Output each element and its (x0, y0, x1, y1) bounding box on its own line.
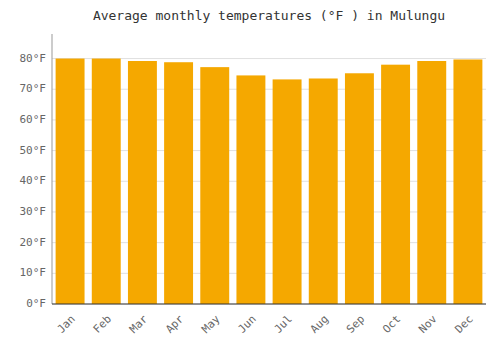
y-tick-label: 20°F (20, 236, 47, 249)
bar (381, 65, 410, 304)
x-tick-label: Feb (91, 313, 114, 336)
bar (236, 75, 265, 304)
x-tick-label: Jul (272, 313, 295, 336)
bar (453, 59, 482, 304)
grid-line (52, 304, 486, 305)
y-tick-label: 10°F (20, 266, 47, 279)
bar (309, 78, 338, 304)
bar (345, 73, 374, 304)
title: Average monthly temperatures (°F ) in Mu… (93, 8, 445, 23)
y-tick-label: 0°F (26, 297, 46, 310)
x-tick-label: Sep (344, 313, 367, 336)
y-tick-label: 30°F (20, 205, 47, 218)
y-tick-label: 70°F (20, 82, 47, 95)
x-tick-label: Apr (163, 312, 187, 336)
x-axis-line (52, 304, 486, 305)
x-axis: Jan Feb Mar Apr May Jun Jul Aug Sep Oct Nov Dec (55, 312, 476, 336)
chart-svg: 0°F 10°F 20°F 30°F 40°F 50°F 60°F 70°F 80°F Jan Fe… (0, 0, 500, 350)
bar (200, 67, 229, 304)
x-tick-label: Nov (416, 312, 440, 336)
x-tick-label: Mar (127, 312, 151, 336)
y-axis: 0°F 10°F 20°F 30°F 40°F 50°F 60°F 70°F 80°F (20, 52, 47, 310)
bar (164, 62, 193, 304)
bar (128, 61, 157, 304)
x-tick-label: Oct (380, 313, 403, 336)
bar (92, 59, 121, 304)
y-tick-label: 80°F (20, 52, 47, 65)
y-tick-label: 40°F (20, 174, 47, 187)
bars (56, 59, 483, 304)
bar (56, 59, 85, 304)
chart-container: 0°F 10°F 20°F 30°F 40°F 50°F 60°F 70°F 80°F Jan Fe… (0, 0, 500, 350)
bar (417, 61, 446, 304)
y-axis-line (52, 34, 53, 304)
page: {"chart_data": {"type": "bar", "title": … (0, 0, 500, 350)
y-tick-label: 50°F (20, 144, 47, 157)
x-tick-label: Jun (235, 313, 258, 336)
x-tick-label: Dec (452, 313, 475, 336)
x-tick-label: Aug (308, 313, 331, 336)
x-tick-label: May (199, 312, 223, 336)
y-tick-label: 60°F (20, 113, 47, 126)
grid (52, 59, 486, 304)
bar (273, 79, 302, 304)
x-tick-label: Jan (55, 313, 78, 336)
